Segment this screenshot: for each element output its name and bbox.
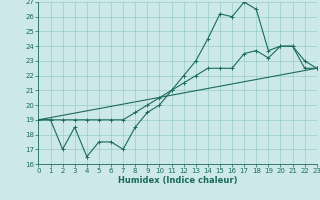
X-axis label: Humidex (Indice chaleur): Humidex (Indice chaleur)	[118, 176, 237, 185]
